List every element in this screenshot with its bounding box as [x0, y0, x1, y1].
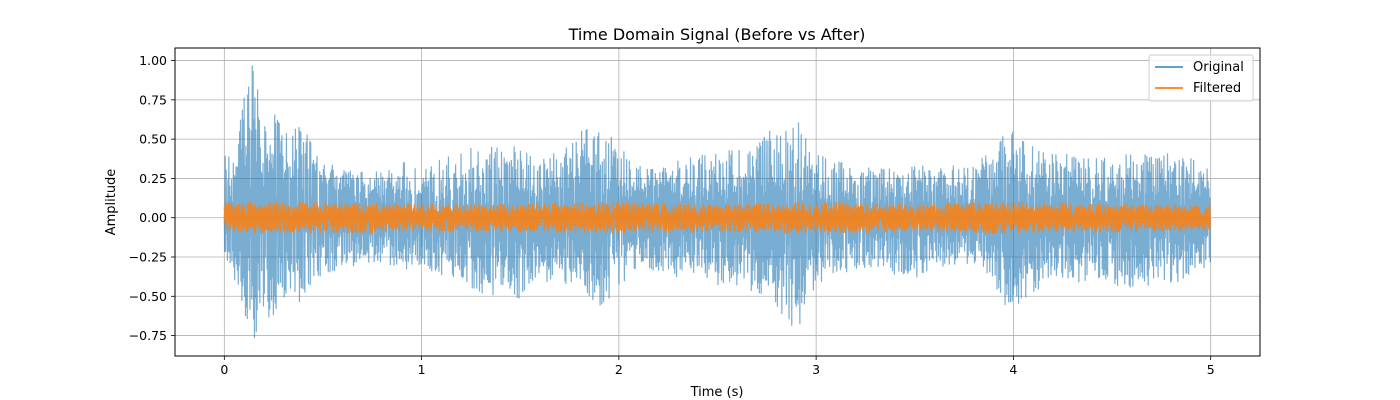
x-tick-label: 2: [615, 362, 623, 377]
x-tick-label: 1: [418, 362, 426, 377]
legend-label-original: Original: [1193, 60, 1244, 75]
y-tick-label: 1.00: [139, 53, 167, 68]
y-tick-label: −0.50: [129, 289, 167, 304]
series-line-original: [223, 65, 1211, 339]
x-tick-label: 4: [1009, 362, 1017, 377]
y-tick-label: 0.50: [139, 132, 167, 147]
series-layer: [223, 65, 1211, 339]
y-tick-label: −0.25: [129, 250, 167, 265]
x-tick-label: 5: [1207, 362, 1215, 377]
plot-frame: [174, 47, 1261, 357]
chart-title: Time Domain Signal (Before vs After): [568, 25, 866, 44]
x-tick-label: 0: [220, 362, 228, 377]
x-axis-label: Time (s): [690, 385, 744, 400]
legend-label-filtered: Filtered: [1193, 81, 1241, 96]
y-axis-label: Amplitude: [104, 169, 119, 236]
x-tick-label: 3: [812, 362, 820, 377]
y-tick-label: 0.75: [139, 92, 167, 107]
y-tick-label: 0.25: [139, 171, 167, 186]
y-tick-label: −0.75: [129, 328, 167, 343]
y-tick-label: 0.00: [139, 210, 167, 225]
series-line-filtered: [223, 201, 1211, 234]
axes: 0 1 2 3 4 5 −0.75 −0.50 −0.25 0.00 0.25 0.50 0.75 1.0…: [129, 53, 1215, 377]
legend: Original Filtered: [1148, 54, 1254, 102]
